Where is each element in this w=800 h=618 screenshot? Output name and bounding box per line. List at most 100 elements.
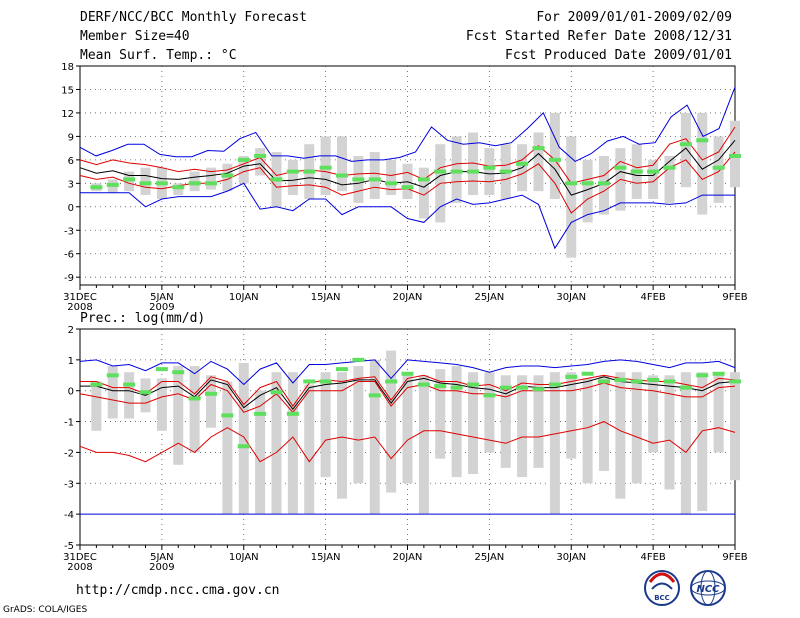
observed-marker bbox=[614, 165, 627, 170]
observed-marker bbox=[254, 411, 267, 416]
observed-marker bbox=[598, 181, 610, 186]
series-line-ensemble-min bbox=[80, 182, 735, 250]
observed-marker bbox=[417, 177, 430, 182]
observed-marker bbox=[450, 169, 463, 174]
observed-marker bbox=[286, 411, 299, 416]
spread-box bbox=[91, 381, 102, 431]
observed-marker bbox=[139, 390, 152, 395]
grads-credit: GrADS: COLA/IGES bbox=[3, 605, 88, 615]
spread-box bbox=[664, 155, 675, 203]
observed-marker bbox=[548, 382, 561, 387]
spread-box bbox=[631, 372, 642, 484]
chart-title: DERF/NCC/BCC Monthly Forecast bbox=[80, 10, 307, 25]
spread-box bbox=[566, 136, 577, 258]
observed-marker bbox=[221, 173, 234, 178]
observed-marker bbox=[237, 157, 250, 162]
x-tick-label: 15JAN bbox=[311, 552, 341, 563]
observed-marker bbox=[434, 384, 447, 389]
spread-box bbox=[353, 366, 364, 484]
spread-box bbox=[599, 375, 609, 471]
spread-box bbox=[287, 372, 298, 515]
observed-marker bbox=[155, 367, 168, 372]
observed-marker bbox=[630, 169, 643, 174]
y-tick-label: 2 bbox=[68, 325, 74, 336]
spread-box bbox=[730, 372, 740, 481]
series-line-lowest bbox=[79, 421, 736, 463]
y-tick-label: -5 bbox=[64, 541, 74, 552]
x-tick-label: 30JAN bbox=[556, 292, 586, 303]
spread-box bbox=[484, 148, 495, 196]
spread-box bbox=[304, 384, 315, 515]
observed-marker bbox=[336, 367, 348, 372]
y-tick-label: 9 bbox=[68, 132, 74, 143]
y-tick-label: 12 bbox=[61, 109, 74, 120]
spread-box bbox=[697, 372, 708, 512]
spread-box bbox=[680, 372, 691, 515]
spread-box bbox=[238, 362, 249, 515]
observed-marker bbox=[565, 181, 578, 186]
x-tick-label: 15JAN bbox=[311, 292, 341, 303]
spread-box bbox=[107, 366, 118, 419]
spread-box bbox=[337, 372, 347, 499]
series-line-upper bbox=[79, 126, 736, 184]
spread-box bbox=[173, 366, 184, 465]
y-tick-label: -3 bbox=[64, 479, 74, 490]
x-tick-year-label: 2009 bbox=[149, 302, 174, 313]
x-tick-label: 10JAN bbox=[229, 552, 259, 563]
observed-marker bbox=[188, 181, 201, 186]
observed-marker bbox=[385, 379, 398, 384]
x-tick-label: 20JAN bbox=[393, 552, 423, 563]
observed-marker bbox=[614, 377, 627, 382]
spread-box bbox=[648, 159, 659, 199]
observed-marker bbox=[90, 185, 103, 190]
observed-marker bbox=[188, 396, 201, 401]
spread-box bbox=[255, 390, 266, 515]
observed-marker bbox=[499, 169, 512, 174]
y-tick-label: 18 bbox=[61, 62, 74, 73]
x-tick-label: 31DEC bbox=[63, 552, 97, 563]
spread-box bbox=[697, 112, 708, 215]
observed-marker bbox=[368, 177, 381, 182]
observed-marker bbox=[548, 157, 561, 162]
spread-box bbox=[418, 167, 429, 219]
x-tick-year-label: 2008 bbox=[67, 302, 92, 313]
series-line-ensemble-mean bbox=[80, 376, 736, 411]
observed-marker bbox=[90, 382, 103, 387]
observed-marker bbox=[368, 393, 381, 398]
observed-marker bbox=[205, 181, 217, 186]
observed-marker bbox=[499, 385, 512, 390]
observed-marker bbox=[336, 173, 348, 178]
website-url: http://cmdp.ncc.cma.gov.cn bbox=[76, 583, 280, 598]
x-tick-year-label: 2008 bbox=[67, 562, 92, 573]
observed-marker bbox=[401, 185, 414, 190]
observed-marker bbox=[532, 146, 545, 151]
bcc-logo-text: BCC bbox=[654, 594, 670, 602]
y-tick-label: -3 bbox=[64, 226, 74, 237]
spread-box bbox=[206, 167, 216, 190]
spread-box bbox=[271, 372, 282, 515]
spread-box bbox=[451, 366, 462, 478]
spread-box bbox=[533, 132, 544, 192]
spread-box bbox=[320, 372, 331, 478]
observed-marker bbox=[303, 169, 316, 174]
spread-box bbox=[582, 159, 593, 223]
y-tick-label: 3 bbox=[68, 179, 74, 190]
observed-marker bbox=[106, 373, 119, 378]
spread-box bbox=[386, 159, 397, 196]
spread-box bbox=[468, 372, 478, 475]
observed-marker bbox=[565, 374, 578, 379]
y-tick-label: -1 bbox=[64, 418, 74, 429]
observed-marker bbox=[417, 382, 430, 387]
fcst-started-label: Fcst Started Refer Date 2008/12/31 bbox=[465, 29, 732, 44]
spread-box bbox=[337, 136, 347, 192]
spread-box bbox=[549, 112, 560, 199]
observed-marker bbox=[270, 177, 283, 182]
y-tick-label: 15 bbox=[61, 85, 74, 96]
observed-marker bbox=[712, 165, 725, 170]
spread-box bbox=[517, 375, 528, 478]
observed-marker bbox=[286, 169, 299, 174]
y-tick-label: -2 bbox=[64, 448, 74, 459]
observed-marker bbox=[696, 138, 709, 143]
observed-marker bbox=[401, 371, 414, 376]
